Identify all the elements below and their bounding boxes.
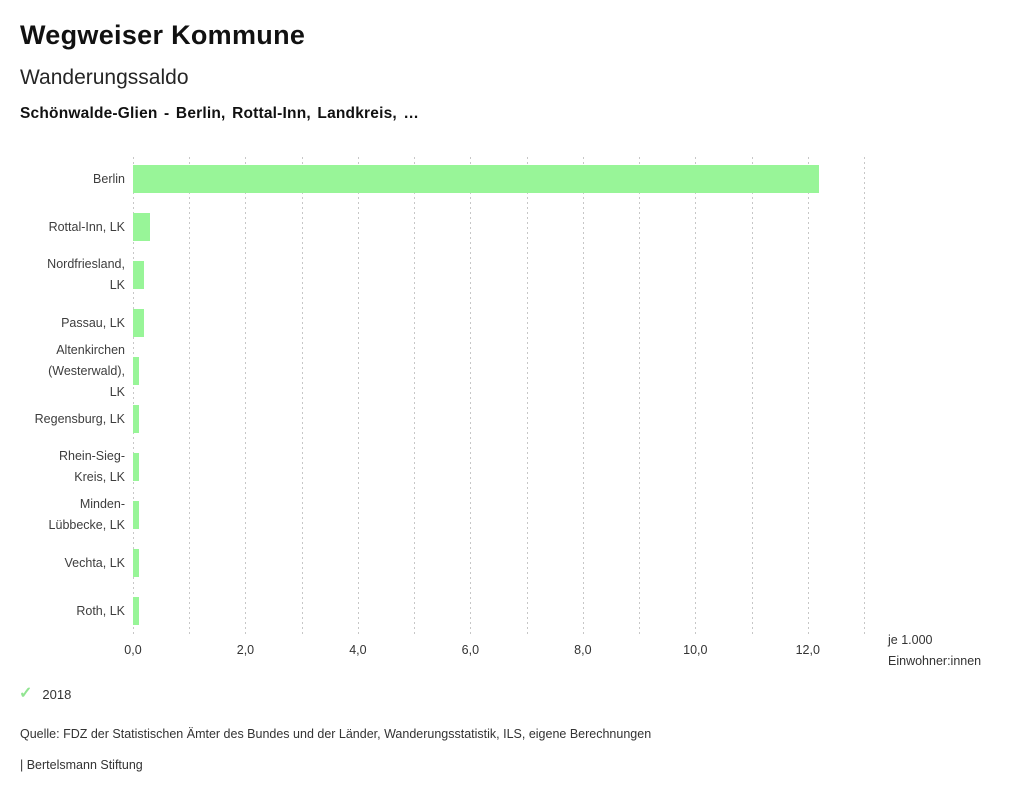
category-label: Altenkirchen (Westerwald), LK [48,342,125,399]
gridline [133,157,134,635]
gridline [639,157,641,635]
chart-subtitle: Schönwalde-Glien - Berlin, Rottal-Inn, L… [20,105,420,122]
gridline [582,157,584,635]
legend-item-2018[interactable]: ✓ 2018 [19,686,71,702]
gridline [807,157,809,635]
bar[interactable] [133,597,139,625]
category-label: Regensburg, LK [34,411,125,426]
x-tick-label: 12,0 [795,643,820,657]
gridline [189,157,191,635]
bar[interactable] [133,453,139,481]
bar[interactable] [133,165,819,193]
bar[interactable] [133,357,139,385]
category-label: Passau, LK [61,315,125,330]
source-text: Quelle: FDZ der Statistischen Ämter des … [20,727,652,741]
gridline [864,157,865,635]
x-tick-label: 0,0 [124,643,142,657]
x-tick-label: 4,0 [349,643,367,657]
bar[interactable] [133,309,145,337]
category-label: Minden- Lübbecke, LK [48,497,125,532]
x-tick-label: 2,0 [236,643,255,657]
gridline [414,157,416,635]
category-label: Rhein-Sieg- Kreis, LK [58,449,125,484]
category-label: Berlin [93,171,125,186]
category-label: Vechta, LK [64,555,125,570]
gridline [695,157,697,635]
check-icon: ✓ [19,685,33,702]
x-tick-label: 10,0 [683,643,708,657]
axis-unit-label: je 1.000 Einwohner:innen [888,633,982,668]
branding-text: | Bertelsmann Stiftung [20,758,143,772]
gridline [301,157,303,635]
gridline [357,157,359,635]
chart-title: Wanderungssaldo [20,66,189,89]
category-label: Nordfriesland, LK [47,257,125,292]
bar[interactable] [133,405,139,433]
x-tick-label: 6,0 [461,643,480,657]
bar[interactable] [133,213,150,241]
legend-label: 2018 [42,686,72,702]
gridline [526,157,528,635]
category-label: Rottal-Inn, LK [48,219,125,234]
bar[interactable] [133,261,145,289]
gridline [751,157,753,635]
gridline [470,157,472,635]
bar[interactable] [133,501,139,529]
category-label: Roth, LK [76,603,125,618]
x-tick-label: 8,0 [574,643,592,657]
bar[interactable] [133,549,139,577]
gridline [245,157,247,635]
app-title: Wegweiser Kommune [20,20,306,50]
